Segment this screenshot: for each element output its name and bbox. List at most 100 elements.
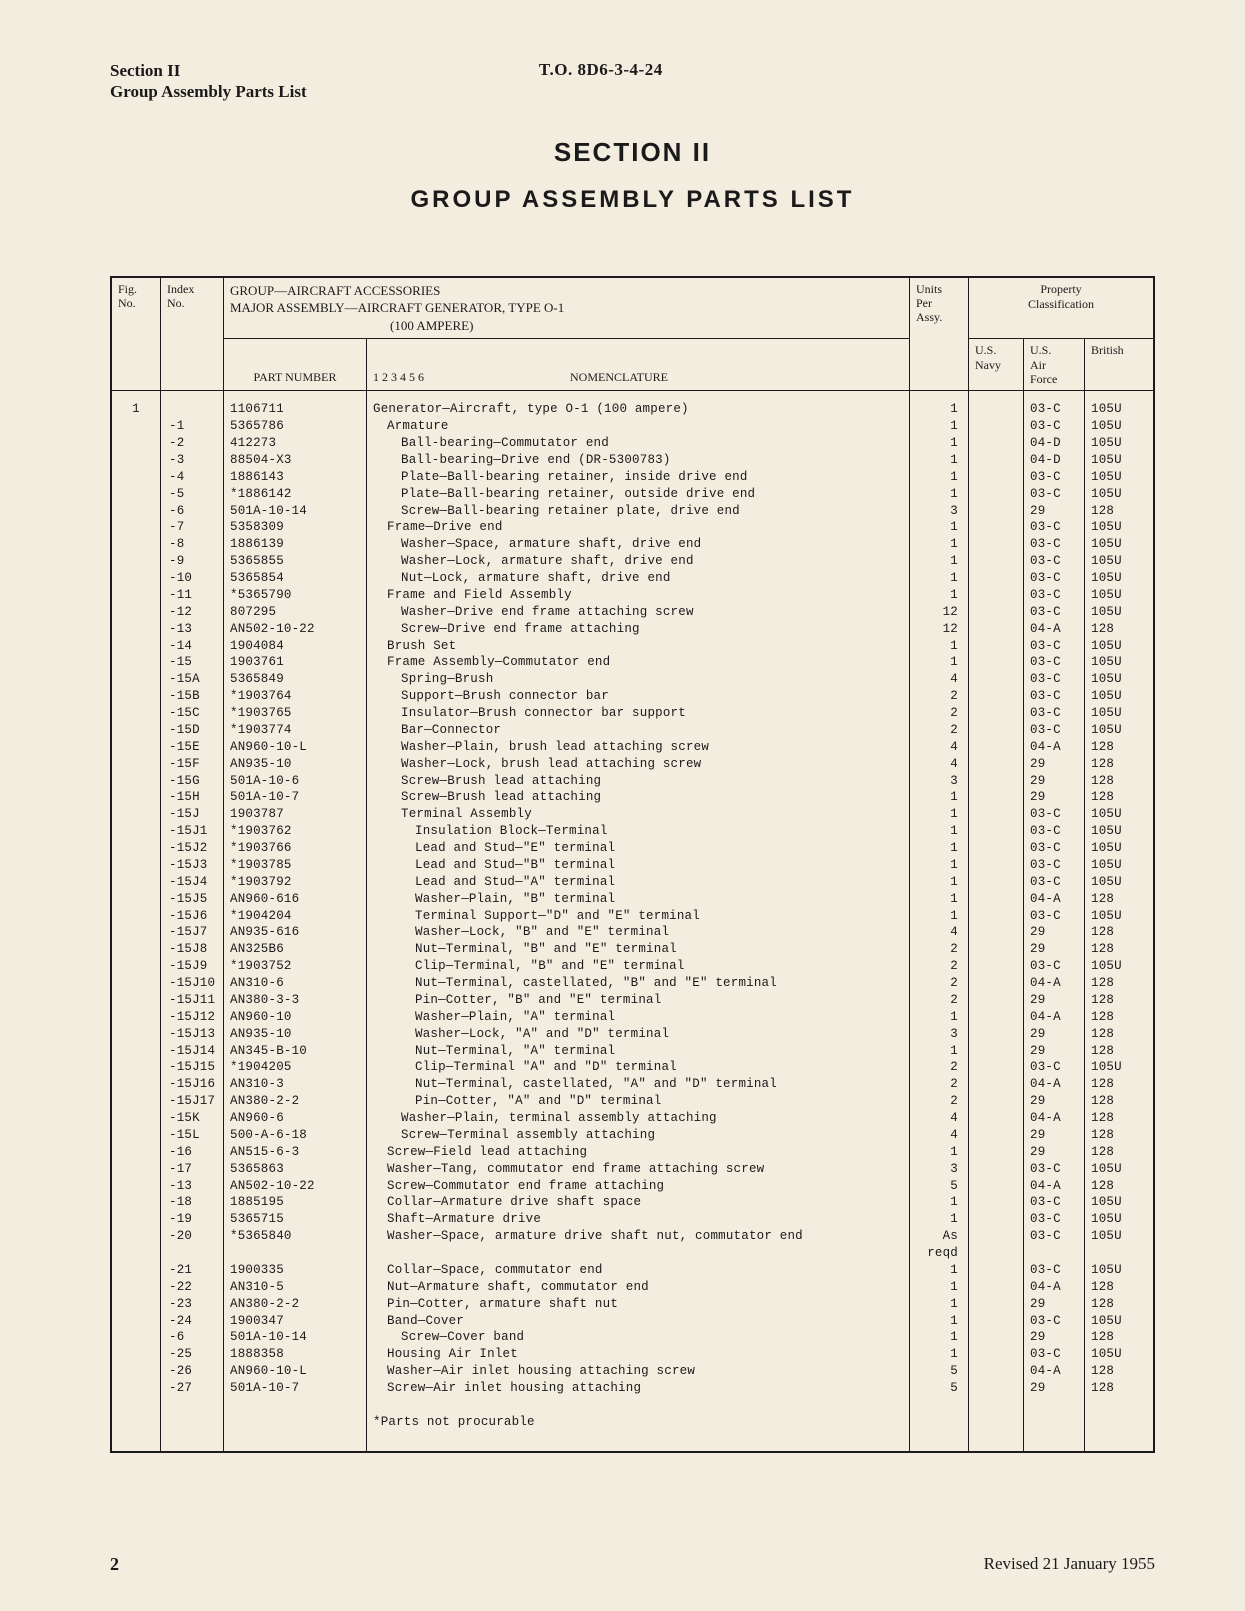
table-cell: Screw—Brush lead attaching: [373, 773, 903, 790]
group-line1: GROUP—AIRCRAFT ACCESSORIES: [230, 283, 440, 298]
table-cell: 2: [916, 1059, 958, 1076]
table-cell: -15K: [169, 1110, 217, 1127]
table-cell: [975, 570, 1017, 587]
table-cell: 5: [916, 1363, 958, 1380]
table-cell: 03-C: [1030, 1059, 1078, 1076]
table-cell: AN960-6: [230, 1110, 360, 1127]
table-cell: [1030, 1414, 1078, 1431]
table-cell: [118, 1245, 154, 1262]
table-cell: 128: [1091, 1329, 1147, 1346]
table-cell: [118, 435, 154, 452]
table-cell: AN935-616: [230, 924, 360, 941]
table-cell: [118, 1380, 154, 1397]
table-cell: [975, 739, 1017, 756]
table-cell: 1: [916, 1211, 958, 1228]
table-cell: Bar—Connector: [373, 722, 903, 739]
table-cell: Generator—Aircraft, type O-1 (100 ampere…: [373, 401, 903, 418]
table-cell: Shaft—Armature drive: [373, 1211, 903, 1228]
table-cell: [975, 1397, 1017, 1414]
table-cell: 1: [916, 1009, 958, 1026]
table-cell: AN960-10-L: [230, 739, 360, 756]
table-cell: Screw—Ball-bearing retainer plate, drive…: [373, 503, 903, 520]
table-cell: 29: [1030, 773, 1078, 790]
table-cell: 04-A: [1030, 621, 1078, 638]
table-cell: 501A-10-14: [230, 503, 360, 520]
table-cell: 1: [916, 823, 958, 840]
table-cell: 03-C: [1030, 536, 1078, 553]
table-cell: 1: [916, 1329, 958, 1346]
table-cell: -22: [169, 1279, 217, 1296]
table-cell: Screw—Terminal assembly attaching: [373, 1127, 903, 1144]
table-cell: [975, 435, 1017, 452]
table-cell: 12: [916, 604, 958, 621]
table-cell: [118, 1313, 154, 1330]
table-cell: -15J14: [169, 1043, 217, 1060]
table-cell: [975, 789, 1017, 806]
table-cell: 501A-10-14: [230, 1329, 360, 1346]
table-cell: [975, 975, 1017, 992]
table-cell: 03-C: [1030, 604, 1078, 621]
table-cell: Screw—Air inlet housing attaching: [373, 1380, 903, 1397]
table-cell: AN502-10-22: [230, 621, 360, 638]
table-cell: *5365790: [230, 587, 360, 604]
table-cell: [975, 1043, 1017, 1060]
table-cell: 1: [916, 452, 958, 469]
table-cell: 5365863: [230, 1161, 360, 1178]
table-cell: Nut—Terminal, castellated, "B" and "E" t…: [373, 975, 903, 992]
table-cell: 5: [916, 1380, 958, 1397]
table-cell: [975, 1329, 1017, 1346]
table-cell: *1886142: [230, 486, 360, 503]
col-propclass: Property Classification: [969, 277, 1155, 339]
table-cell: 03-C: [1030, 1262, 1078, 1279]
table-cell: 105U: [1091, 1313, 1147, 1330]
table-cell: -27: [169, 1380, 217, 1397]
table-cell: 128: [1091, 1076, 1147, 1093]
table-cell: [118, 1194, 154, 1211]
table-cell: 29: [1030, 1144, 1078, 1161]
table-cell: 105U: [1091, 857, 1147, 874]
table-cell: 1: [916, 553, 958, 570]
table-cell: -15J12: [169, 1009, 217, 1026]
table-cell: [118, 705, 154, 722]
table-cell: 29: [1030, 1026, 1078, 1043]
table-cell: [118, 1279, 154, 1296]
table-cell: [118, 908, 154, 925]
table-cell: 29: [1030, 789, 1078, 806]
table-cell: [975, 1009, 1017, 1026]
table-cell: 105U: [1091, 1228, 1147, 1245]
table-cell: -16: [169, 1144, 217, 1161]
table-cell: 1106711: [230, 401, 360, 418]
table-cell: 105U: [1091, 1161, 1147, 1178]
table-cell: -15J10: [169, 975, 217, 992]
table-cell: 1: [118, 401, 154, 418]
table-cell: [118, 773, 154, 790]
section-label-1: Section II: [110, 61, 180, 80]
table-cell: 29: [1030, 992, 1078, 1009]
table-cell: 105U: [1091, 469, 1147, 486]
section-subtitle: GROUP ASSEMBLY PARTS LIST: [110, 186, 1155, 214]
table-cell: [118, 452, 154, 469]
table-cell: 1: [916, 1144, 958, 1161]
table-cell: 105U: [1091, 486, 1147, 503]
table-cell: -6: [169, 1329, 217, 1346]
table-cell: AN935-10: [230, 1026, 360, 1043]
table-cell: Ball-bearing—Drive end (DR-5300783): [373, 452, 903, 469]
table-cell: [118, 1161, 154, 1178]
table-cell: Plate—Ball-bearing retainer, inside driv…: [373, 469, 903, 486]
table-cell: 12: [916, 621, 958, 638]
table-cell: [975, 654, 1017, 671]
table-cell: [118, 638, 154, 655]
table-cell: 2: [916, 941, 958, 958]
table-cell: [373, 1245, 903, 1262]
table-cell: 03-C: [1030, 587, 1078, 604]
table-cell: 105U: [1091, 958, 1147, 975]
table-cell: 105U: [1091, 435, 1147, 452]
table-cell: 03-C: [1030, 519, 1078, 536]
table-cell: AN380-2-2: [230, 1093, 360, 1110]
table-cell: 105U: [1091, 806, 1147, 823]
table-cell: 128: [1091, 739, 1147, 756]
table-cell: 105U: [1091, 1346, 1147, 1363]
table-cell: 105U: [1091, 401, 1147, 418]
table-cell: 03-C: [1030, 857, 1078, 874]
table-cell: [975, 924, 1017, 941]
